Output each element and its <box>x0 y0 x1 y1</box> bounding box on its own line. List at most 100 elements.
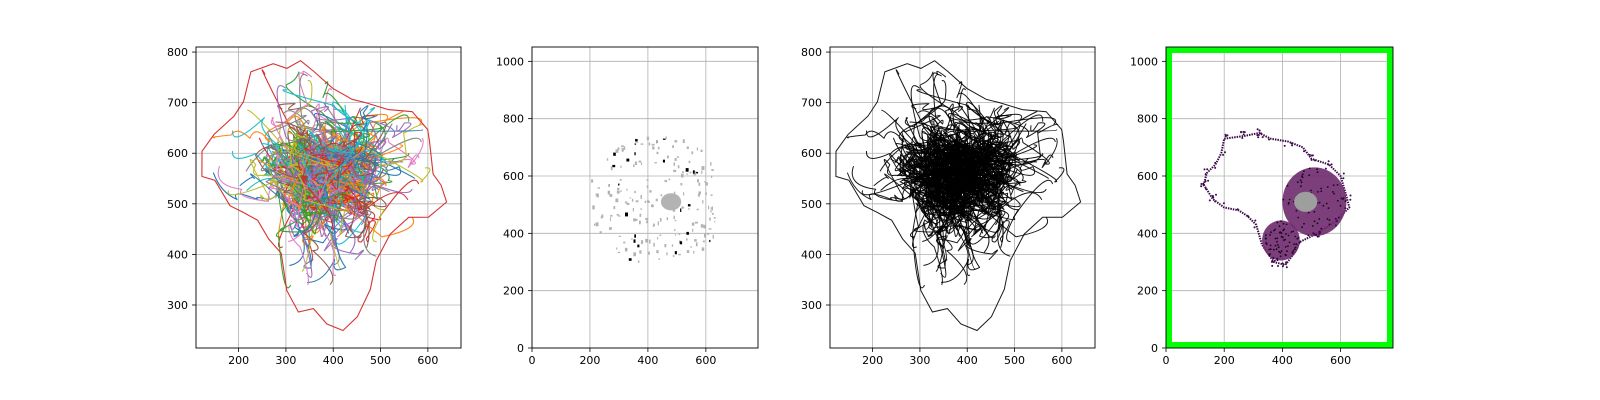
outline-contour <box>1202 131 1351 267</box>
scatter-point <box>672 255 675 257</box>
scatter-point <box>637 244 640 248</box>
region-dot <box>1275 248 1278 251</box>
outline-dot <box>1315 234 1318 236</box>
scatter-point <box>626 158 630 162</box>
y-tick-label: 700 <box>167 97 188 110</box>
outline-dot <box>1268 138 1270 141</box>
region-dot <box>1288 241 1291 244</box>
scatter-point <box>696 147 698 151</box>
outline-dot <box>1281 262 1284 265</box>
region-dot <box>1328 223 1331 226</box>
scatter-point <box>616 190 620 194</box>
region-dot <box>1317 191 1319 193</box>
scatter-point <box>635 139 638 142</box>
axes-frame <box>195 46 462 349</box>
region-dot <box>1276 237 1279 240</box>
scatter-point <box>690 246 693 248</box>
outline-dot <box>1247 215 1250 218</box>
series-group <box>201 60 448 332</box>
scatter-point <box>610 214 613 217</box>
scatter-point <box>672 209 676 212</box>
scatter-point <box>624 247 628 252</box>
outline-dot <box>1257 136 1260 139</box>
series-line <box>217 152 308 228</box>
region-dot <box>1320 187 1322 190</box>
scatter-point <box>634 152 636 156</box>
scatter-point <box>674 140 678 143</box>
x-tick-label: 200 <box>579 354 600 367</box>
outline-dot <box>1298 241 1301 244</box>
series-line <box>276 85 337 178</box>
region-dot <box>1333 192 1335 195</box>
outline-dot <box>1291 252 1294 255</box>
region-dot <box>1272 248 1275 251</box>
x-tick-label: 400 <box>637 354 658 367</box>
outline-dot <box>1214 200 1217 203</box>
outline-dot <box>1222 153 1225 156</box>
scatter-point <box>677 165 680 169</box>
x-tick-label: 600 <box>1330 354 1351 367</box>
scatter-point <box>640 162 642 165</box>
x-tick-label: 0 <box>1163 354 1170 367</box>
scatter-point <box>710 194 713 196</box>
outline-dot <box>1204 187 1207 190</box>
scatter-point <box>693 251 695 254</box>
scatter-point <box>623 146 626 150</box>
scatter-point <box>674 251 677 255</box>
scatter-point <box>667 155 669 159</box>
region-dot <box>1284 246 1287 248</box>
outline-dot <box>1344 207 1347 210</box>
series-line <box>307 138 387 217</box>
region-dot <box>1280 220 1282 223</box>
region-dot <box>1301 226 1303 229</box>
series-line <box>275 121 319 216</box>
scatter-point <box>660 194 663 197</box>
series-line <box>931 131 997 212</box>
scatter-point <box>678 253 681 256</box>
scatter-point <box>640 143 644 145</box>
region-dot <box>1301 176 1304 179</box>
scatter-point <box>678 233 681 235</box>
scatter-point <box>618 183 620 186</box>
outline-dot <box>1241 137 1244 139</box>
y-tick-label: 600 <box>503 170 524 183</box>
region-dot <box>1287 234 1290 237</box>
scatter-point <box>673 162 675 166</box>
region-dot <box>1276 240 1278 243</box>
scatter-point <box>615 149 619 153</box>
scatter-point <box>633 218 636 222</box>
region-dot <box>1339 204 1342 207</box>
chart-panel-purple-outline: 0 200 400 600 0 200 400 600 800 1000 <box>1130 46 1394 367</box>
region-dot <box>1296 181 1299 184</box>
scatter-point <box>599 231 602 234</box>
outline-dot <box>1349 198 1352 201</box>
scatter-point <box>685 168 689 172</box>
scatter-point <box>651 143 655 146</box>
region-dot <box>1279 251 1282 254</box>
scatter-point <box>638 160 642 163</box>
scatter-point <box>634 143 637 145</box>
scatter-point <box>708 228 712 230</box>
scatter-point <box>680 183 683 186</box>
scatter-point <box>674 220 677 222</box>
region-dot <box>1290 231 1293 233</box>
scatter-point <box>639 220 641 225</box>
scatter-point <box>625 212 628 217</box>
scatter-point <box>711 212 714 215</box>
series-line <box>958 163 1027 200</box>
outline-dot <box>1317 235 1320 238</box>
outline-dot <box>1291 144 1294 147</box>
chart-panel-black-lines: 200 300 400 500 600 300 400 500 600 700 800 <box>801 46 1096 367</box>
scatter-point <box>710 207 712 210</box>
y-tick-label: 0 <box>517 342 524 355</box>
scatter-point <box>686 238 688 241</box>
scatter-point <box>607 190 611 195</box>
x-tick-label: 400 <box>1272 354 1293 367</box>
scatter-point <box>673 169 677 173</box>
scatter-point <box>649 190 652 193</box>
scatter-point <box>637 260 640 263</box>
series-line <box>201 60 448 332</box>
scatter-point <box>700 224 704 228</box>
scatter-point <box>694 221 698 224</box>
scatter-point <box>707 232 710 235</box>
